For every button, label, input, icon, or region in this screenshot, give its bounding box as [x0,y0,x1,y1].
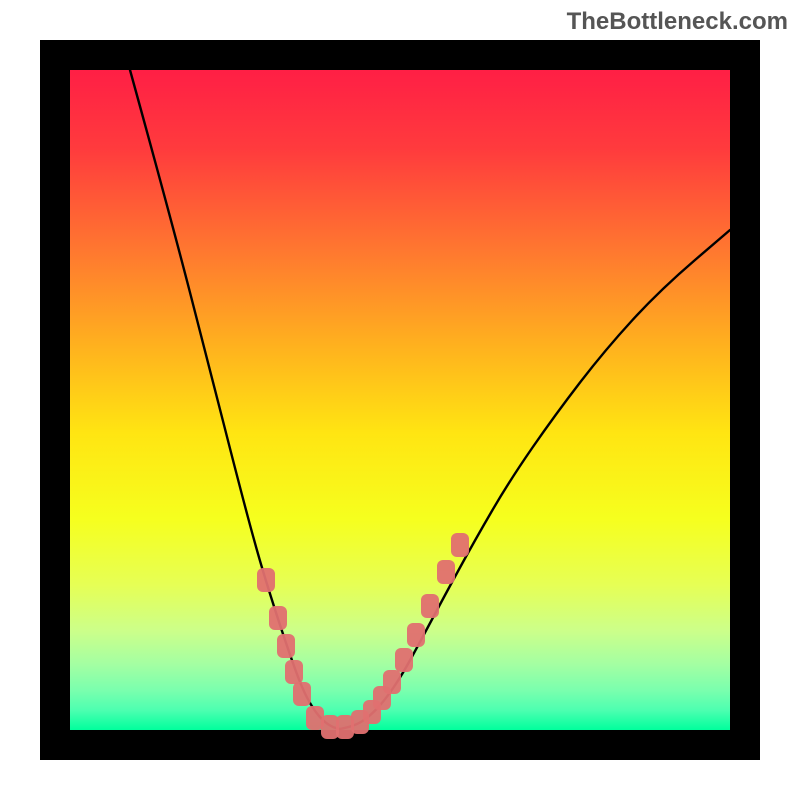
data-marker [269,606,287,630]
data-marker [277,634,295,658]
curve-left [130,70,340,729]
data-marker [257,568,275,592]
watermark-label: TheBottleneck.com [567,8,788,36]
data-marker [383,670,401,694]
curves-svg [0,0,800,800]
data-marker [421,594,439,618]
data-marker [285,660,303,684]
chart-stage: TheBottleneck.com [0,0,800,800]
markers-group [257,533,469,739]
data-marker [407,623,425,647]
data-marker [293,682,311,706]
data-marker [451,533,469,557]
data-marker [437,560,455,584]
data-marker [395,648,413,672]
